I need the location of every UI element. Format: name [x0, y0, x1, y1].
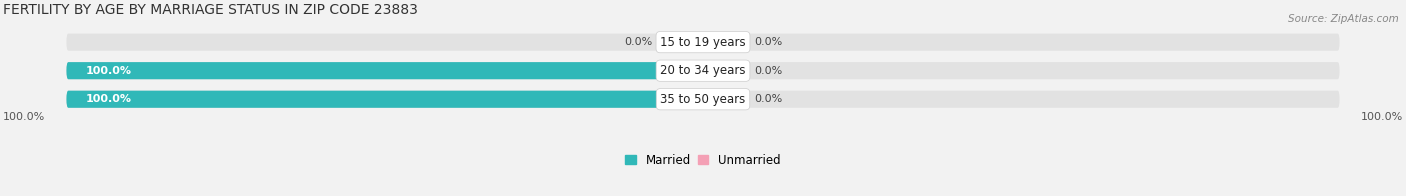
Text: FERTILITY BY AGE BY MARRIAGE STATUS IN ZIP CODE 23883: FERTILITY BY AGE BY MARRIAGE STATUS IN Z…	[3, 3, 418, 17]
Text: 0.0%: 0.0%	[754, 37, 782, 47]
Text: 35 to 50 years: 35 to 50 years	[661, 93, 745, 106]
Text: 20 to 34 years: 20 to 34 years	[661, 64, 745, 77]
FancyBboxPatch shape	[66, 62, 1340, 79]
Text: 15 to 19 years: 15 to 19 years	[661, 36, 745, 49]
Legend: Married, Unmarried: Married, Unmarried	[626, 154, 780, 167]
Text: 100.0%: 100.0%	[1361, 112, 1403, 122]
Text: 0.0%: 0.0%	[754, 94, 782, 104]
Text: 100.0%: 100.0%	[86, 66, 132, 76]
FancyBboxPatch shape	[66, 62, 703, 79]
Text: 0.0%: 0.0%	[754, 66, 782, 76]
Text: Source: ZipAtlas.com: Source: ZipAtlas.com	[1288, 14, 1399, 24]
Text: 100.0%: 100.0%	[86, 94, 132, 104]
FancyBboxPatch shape	[66, 91, 1340, 108]
Text: 100.0%: 100.0%	[3, 112, 45, 122]
FancyBboxPatch shape	[66, 91, 703, 108]
FancyBboxPatch shape	[66, 34, 1340, 51]
Text: 0.0%: 0.0%	[624, 37, 652, 47]
